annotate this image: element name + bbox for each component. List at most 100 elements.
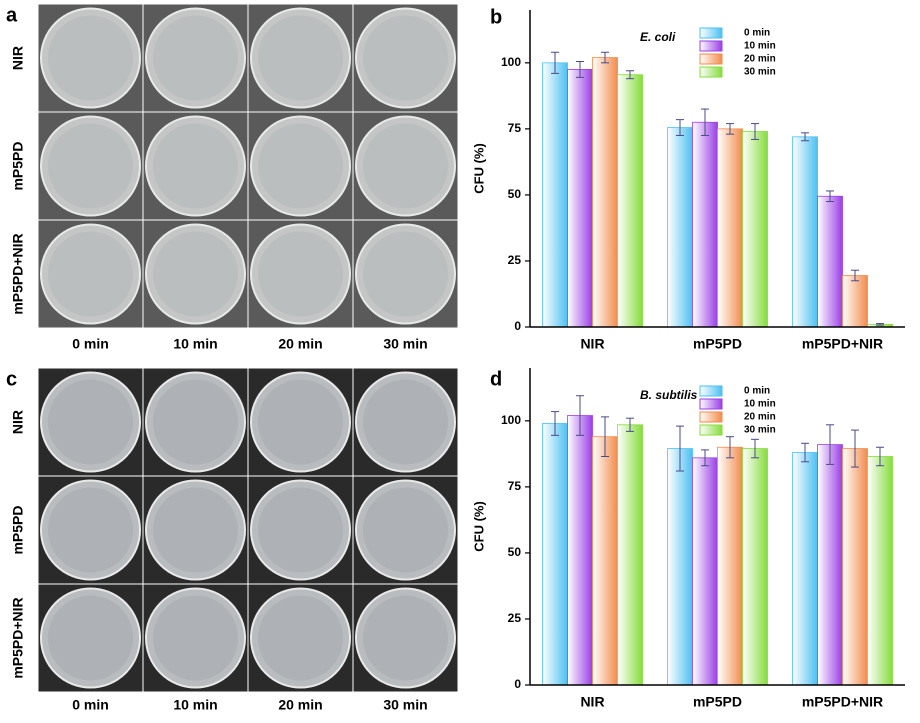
x-tick-label: mP5PD [693,336,742,352]
petri-dish-inner [48,379,133,465]
error-bar [801,442,809,463]
error-bar [601,416,609,457]
error-bar [601,51,609,64]
error-bar [676,425,684,472]
bar [667,127,693,328]
error-bar [751,438,759,459]
y-axis-label: CFU (%) [471,143,486,194]
bar [567,415,593,686]
y-tick-label: 0 [514,319,521,333]
bar [867,456,893,686]
petri-dish-inner [258,15,343,101]
legend-swatch [699,398,723,410]
error-bar [576,61,584,78]
petri-dish-inner [153,15,238,101]
petri-dish-inner [258,379,343,465]
y-tick-label: 25 [508,611,522,625]
legend-label: 0 min [744,386,770,397]
panel-label: d [490,368,502,390]
petri-dish-inner [48,487,133,573]
legend-label: 30 min [744,425,776,436]
petri-dish-inner [258,123,343,209]
petri-dish-inner [153,487,238,573]
bar [817,444,843,686]
y-tick-label: 100 [501,55,521,69]
error-bar [726,123,734,135]
legend-label: 10 min [744,399,776,410]
error-bar [726,436,734,459]
y-tick-label: 50 [508,187,522,201]
error-bar [701,108,709,136]
error-bar [826,190,834,203]
legend-label: 30 min [744,67,776,78]
y-axis-label: CFU (%) [471,501,486,552]
row-label: NIR [10,46,26,70]
error-bar [576,395,584,436]
x-tick-label: mP5PD+NIR [802,336,883,352]
legend-label: 20 min [744,412,776,423]
bar [617,74,643,328]
petri-dish-inner [48,123,133,209]
error-bar [626,70,634,80]
petri-dish-inner [363,15,448,101]
chart-title: E. coli [640,30,676,44]
column-label: 0 min [72,336,109,352]
row-label: mP5PD [10,141,26,190]
bar [567,69,593,328]
error-bar [751,123,759,140]
column-label: 0 min [72,697,109,713]
error-bar [851,429,859,468]
legend-swatch [699,66,723,78]
x-tick-label: mP5PD [693,694,742,710]
legend-swatch [699,411,723,423]
petri-dish-inner [153,595,238,681]
petri-dish-inner [48,595,133,681]
column-label: 20 min [278,336,322,352]
column-label: 10 min [173,697,217,713]
error-bar [676,119,684,136]
column-label: 30 min [383,336,427,352]
bar [692,457,718,686]
petri-dish-inner [258,231,343,317]
error-bar [801,132,809,142]
bar [542,62,568,328]
row-label: mP5PD+NIR [10,233,26,314]
petri-dish-inner [363,231,448,317]
panel-label: c [6,368,17,390]
legend-label: 20 min [744,54,776,65]
bar [692,121,718,328]
petri-dish-inner [48,15,133,101]
x-tick-label: NIR [580,694,604,710]
bar [842,275,868,328]
y-tick-label: 25 [508,253,522,267]
panel-label: b [490,6,502,28]
petri-dish-inner [363,595,448,681]
x-tick-label: mP5PD+NIR [802,694,883,710]
petri-dish-inner [258,487,343,573]
panel-label: a [6,4,18,26]
legend-swatch [699,424,723,436]
error-bar [851,269,859,282]
y-tick-label: 75 [508,479,522,493]
petri-dish-inner [258,595,343,681]
bar [792,452,818,686]
y-tick-label: 50 [508,545,522,559]
petri-dish-inner [363,123,448,209]
chart-title: B. subtilis [640,388,698,402]
column-label: 30 min [383,697,427,713]
bar [742,131,768,328]
error-bar [701,449,709,467]
bar [792,136,818,328]
petri-dish-inner [363,487,448,573]
bar [842,448,868,686]
row-label: NIR [10,410,26,434]
petri-dish-inner [153,379,238,465]
error-bar [551,411,559,436]
error-bar [826,424,834,465]
bar [717,128,743,328]
column-label: 20 min [278,697,322,713]
legend-label: 10 min [744,41,776,52]
petri-dish-inner [363,379,448,465]
bar [592,57,618,328]
